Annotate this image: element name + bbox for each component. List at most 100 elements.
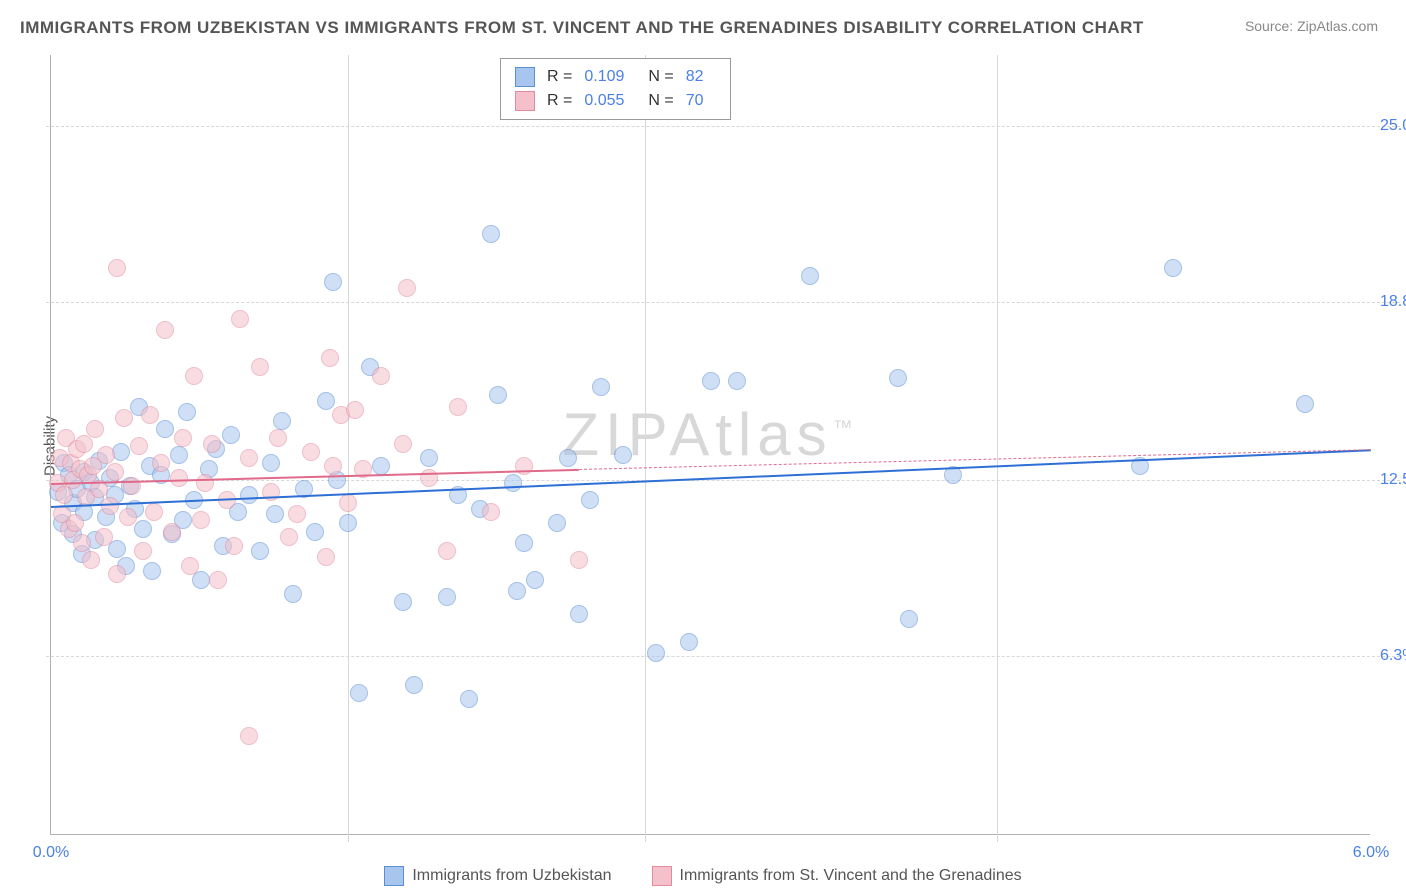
scatter-point-series2 [372,367,390,385]
y-tick-label: 25.0% [1380,117,1406,135]
y-tick-label: 12.5% [1380,471,1406,489]
scatter-point-series2 [108,565,126,583]
bottom-legend-item-2: Immigrants from St. Vincent and the Gren… [652,866,1022,886]
scatter-point-series1 [647,644,665,662]
scatter-point-series1 [324,273,342,291]
scatter-point-series1 [508,582,526,600]
scatter-point-series1 [112,443,130,461]
scatter-point-series1 [592,378,610,396]
scatter-point-series1 [581,491,599,509]
scatter-point-series1 [170,446,188,464]
swatch-bottom-2 [652,866,672,886]
scatter-point-series2 [108,259,126,277]
scatter-point-series1 [728,372,746,390]
x-tick-label: 0.0% [33,844,69,862]
scatter-point-series1 [680,633,698,651]
scatter-point-series2 [156,321,174,339]
gridline-v [348,55,349,842]
scatter-point-series2 [317,548,335,566]
scatter-point-series1 [262,454,280,472]
scatter-point-series2 [240,449,258,467]
scatter-point-series2 [515,457,533,475]
scatter-point-series1 [420,449,438,467]
scatter-point-series1 [134,520,152,538]
scatter-point-series1 [273,412,291,430]
watermark: ZIPAtlas™ [562,400,858,469]
scatter-point-series1 [526,571,544,589]
scatter-point-series2 [119,508,137,526]
y-tick-label: 18.8% [1380,293,1406,311]
scatter-point-series2 [321,349,339,367]
scatter-point-series2 [82,551,100,569]
bottom-legend-item-1: Immigrants from Uzbekistan [384,866,611,886]
scatter-point-series2 [192,511,210,529]
scatter-point-series1 [240,486,258,504]
gridline-v [997,55,998,842]
gridline-v [645,55,646,842]
scatter-point-series1 [489,386,507,404]
gridline-h [46,480,1400,481]
scatter-point-series2 [231,310,249,328]
scatter-point-series1 [482,225,500,243]
swatch-series2 [515,91,535,111]
scatter-point-series1 [614,446,632,464]
bottom-legend-label-1: Immigrants from Uzbekistan [412,867,611,885]
scatter-point-series2 [97,446,115,464]
source-attribution: Source: ZipAtlas.com [1245,18,1378,34]
scatter-point-series1 [900,610,918,628]
scatter-point-series1 [702,372,720,390]
plot-area: ZIPAtlas™ 6.3%12.5%18.8%25.0%0.0%6.0% [50,55,1370,835]
scatter-point-series2 [106,463,124,481]
scatter-point-series1 [570,605,588,623]
chart-title: IMMIGRANTS FROM UZBEKISTAN VS IMMIGRANTS… [20,18,1144,38]
y-tick-label: 6.3% [1380,647,1406,665]
scatter-point-series2 [438,542,456,560]
swatch-bottom-1 [384,866,404,886]
scatter-point-series2 [181,557,199,575]
scatter-point-series2 [288,505,306,523]
scatter-point-series2 [170,469,188,487]
scatter-point-series1 [889,369,907,387]
scatter-point-series1 [405,676,423,694]
scatter-point-series1 [372,457,390,475]
scatter-point-series2 [420,469,438,487]
scatter-point-series2 [482,503,500,521]
scatter-point-series2 [115,409,133,427]
scatter-point-series2 [174,429,192,447]
scatter-point-series2 [251,358,269,376]
scatter-point-series1 [306,523,324,541]
scatter-point-series2 [130,437,148,455]
scatter-point-series2 [203,435,221,453]
scatter-point-series2 [570,551,588,569]
gridline-h [46,656,1400,657]
scatter-point-series2 [240,727,258,745]
scatter-point-series2 [163,523,181,541]
scatter-point-series2 [196,474,214,492]
bottom-legend-label-2: Immigrants from St. Vincent and the Gren… [680,867,1022,885]
scatter-point-series2 [449,398,467,416]
scatter-point-series2 [302,443,320,461]
scatter-point-series2 [398,279,416,297]
scatter-point-series2 [394,435,412,453]
scatter-point-series2 [152,454,170,472]
bottom-legend: Immigrants from Uzbekistan Immigrants fr… [0,866,1406,886]
scatter-point-series1 [251,542,269,560]
scatter-point-series2 [145,503,163,521]
scatter-point-series2 [339,494,357,512]
scatter-point-series1 [1164,259,1182,277]
scatter-point-series1 [192,571,210,589]
scatter-point-series1 [266,505,284,523]
scatter-point-series1 [1296,395,1314,413]
scatter-point-series1 [460,690,478,708]
swatch-series1 [515,67,535,87]
scatter-point-series1 [548,514,566,532]
scatter-point-series2 [73,534,91,552]
scatter-point-series1 [504,474,522,492]
x-tick-label: 6.0% [1353,844,1389,862]
scatter-point-series2 [324,457,342,475]
scatter-point-series2 [225,537,243,555]
scatter-point-series1 [222,426,240,444]
scatter-point-series2 [346,401,364,419]
scatter-point-series2 [209,571,227,589]
scatter-point-series1 [438,588,456,606]
